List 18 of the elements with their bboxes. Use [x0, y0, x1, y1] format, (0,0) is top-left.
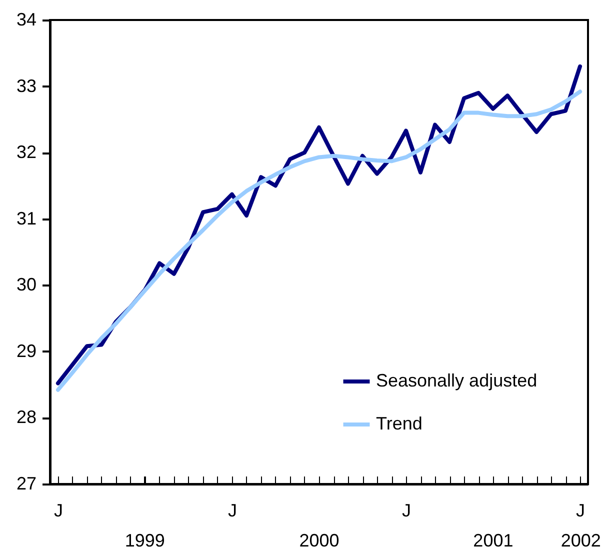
y-tick-label: 33 — [16, 76, 36, 96]
y-tick-label: 28 — [16, 407, 36, 428]
y-tick-label: 34 — [16, 10, 36, 30]
y-tick-label: 27 — [16, 474, 36, 494]
legend-label: Seasonally adjusted — [376, 370, 538, 390]
y-tick-label: 31 — [16, 208, 36, 228]
x2-tick-label: 1999 — [124, 530, 165, 550]
y-tick-label: 32 — [16, 142, 36, 162]
y-tick-label: 29 — [16, 340, 36, 361]
legend-label: Trend — [376, 414, 422, 434]
x2-tick-label: 2001 — [473, 530, 514, 550]
y-tick-label: 30 — [16, 274, 36, 295]
x2-tick-label: 2000 — [299, 530, 340, 550]
x2-tick-label: 2002 — [560, 530, 601, 550]
x-tick-label: J — [54, 500, 63, 520]
x-tick-label: J — [402, 500, 412, 520]
x-tick-label: J — [576, 500, 586, 520]
x-tick-label: J — [228, 500, 237, 520]
